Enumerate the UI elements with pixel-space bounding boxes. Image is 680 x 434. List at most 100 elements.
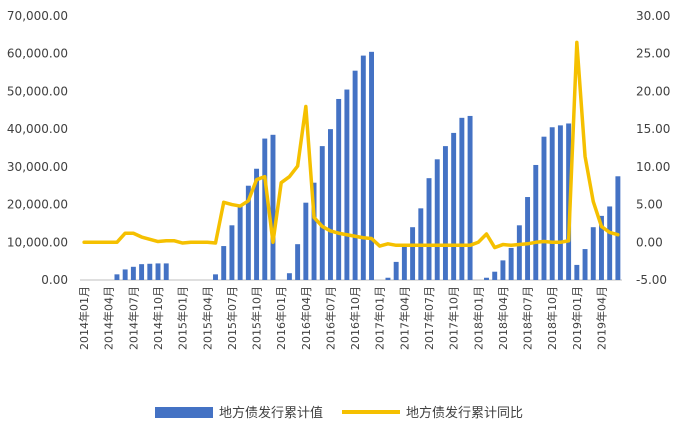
bar xyxy=(492,271,498,280)
bar xyxy=(451,132,457,280)
bar xyxy=(516,225,522,280)
bar xyxy=(615,176,621,280)
x-axis-tick-label: 2018年07月 xyxy=(521,286,535,350)
y-axis-left-tick-label: 0.00 xyxy=(41,273,68,287)
bars-layer xyxy=(114,51,621,281)
bar xyxy=(303,202,309,280)
y-axis-left-tick-label: 70,000.00 xyxy=(7,9,68,23)
x-axis-tick-label: 2015年01月 xyxy=(176,286,190,350)
bar xyxy=(122,269,128,280)
legend-label-bar: 地方债发行累计值 xyxy=(219,405,323,421)
y-axis-right-tick-label: 5.00 xyxy=(636,198,663,212)
bar xyxy=(311,182,317,280)
bar xyxy=(163,263,169,280)
legend: 地方债发行累计值 地方债发行累计同比 xyxy=(155,405,523,421)
y-axis-right-tick-label: 0.00 xyxy=(636,235,663,249)
x-axis-tick-label: 2018年04月 xyxy=(496,286,510,350)
line-layer xyxy=(82,40,620,250)
x-axis-tick-label: 2018年10月 xyxy=(545,286,559,350)
bar xyxy=(541,136,547,280)
bar xyxy=(336,98,342,280)
bar xyxy=(410,227,416,280)
bar xyxy=(295,244,301,280)
bar xyxy=(130,266,136,280)
x-axis-tick-label: 2015年07月 xyxy=(225,286,239,350)
y-axis-right-tick-label: -5.00 xyxy=(636,273,667,287)
y-axis-right-tick-label: 25.00 xyxy=(636,47,670,61)
bar xyxy=(328,129,333,280)
x-axis-tick-label: 2017年07月 xyxy=(422,286,436,350)
y-axis-right-tick-label: 30.00 xyxy=(636,9,670,23)
bar xyxy=(508,247,514,280)
bar xyxy=(393,261,399,280)
bar xyxy=(270,134,276,280)
bar xyxy=(525,197,531,280)
bar xyxy=(533,164,539,280)
bar xyxy=(147,263,153,280)
x-axis-tick-label: 2019年01月 xyxy=(570,286,584,350)
y-axis-left-tick-label: 10,000.00 xyxy=(7,235,68,249)
bar xyxy=(607,206,613,280)
bar xyxy=(114,274,120,280)
bar xyxy=(286,273,292,280)
x-axis-tick-label: 2014年07月 xyxy=(126,286,140,350)
x-axis-tick-label: 2015年04月 xyxy=(200,286,214,350)
bar xyxy=(262,138,268,280)
bar xyxy=(426,178,432,280)
bar xyxy=(385,277,391,280)
bar xyxy=(344,89,350,281)
bar xyxy=(352,70,358,280)
bar xyxy=(319,146,325,280)
legend-label-line: 地方债发行累计同比 xyxy=(406,405,523,421)
y-axis-left-tick-label: 50,000.00 xyxy=(7,84,68,98)
y-axis-left-tick-label: 20,000.00 xyxy=(7,198,68,212)
x-axis-tick-label: 2016年04月 xyxy=(299,286,313,350)
bar xyxy=(155,263,161,280)
y-axis-right-tick-label: 10.00 xyxy=(636,160,670,174)
axes-layer: 0.00 10,000.00 20,000.00 30,000.00 40,000.00… xyxy=(7,9,670,350)
bar xyxy=(139,264,145,280)
x-axis-tick-label: 2017年04月 xyxy=(397,286,411,350)
x-axis-tick-label: 2014年01月 xyxy=(77,286,91,350)
bar xyxy=(582,249,588,280)
y-axis-right-tick-label: 15.00 xyxy=(636,122,670,136)
bar xyxy=(401,246,407,280)
bar xyxy=(360,55,366,280)
bar xyxy=(557,125,563,280)
bar xyxy=(459,117,465,280)
x-axis-tick-label: 2017年10月 xyxy=(447,286,461,350)
x-axis-tick-label: 2019年04月 xyxy=(594,286,608,350)
x-axis-tick-label: 2016年07月 xyxy=(323,286,337,350)
bar xyxy=(599,215,604,280)
y-axis-left-tick-label: 40,000.00 xyxy=(7,122,68,136)
x-axis-tick-label: 2014年04月 xyxy=(102,286,116,350)
y-axis-left-tick-label: 60,000.00 xyxy=(7,47,68,61)
bar xyxy=(590,227,596,280)
bar xyxy=(213,274,218,280)
bar xyxy=(245,185,251,280)
series-line-yoy xyxy=(82,40,620,250)
bar xyxy=(574,264,580,280)
bar xyxy=(500,260,506,280)
x-axis-tick-label: 2018年01月 xyxy=(471,286,485,350)
legend-swatch-bar xyxy=(155,407,213,418)
x-axis-tick-label: 2016年10月 xyxy=(348,286,362,350)
bar xyxy=(467,115,473,280)
x-axis-tick-label: 2017年01月 xyxy=(373,286,387,350)
x-axis-tick-label: 2014年10月 xyxy=(151,286,165,350)
bar xyxy=(549,127,555,280)
bar xyxy=(229,225,235,280)
bar xyxy=(484,277,489,280)
y-axis-left-tick-label: 30,000.00 xyxy=(7,160,68,174)
bar xyxy=(237,204,243,280)
y-axis-right-tick-label: 20.00 xyxy=(636,84,670,98)
bar xyxy=(254,168,260,280)
x-axis-tick-label: 2016年01月 xyxy=(274,286,288,350)
bar xyxy=(369,51,374,281)
bar xyxy=(221,246,227,280)
x-axis-tick-label: 2015年10月 xyxy=(250,286,264,350)
bar xyxy=(442,146,448,280)
bar xyxy=(434,159,440,280)
